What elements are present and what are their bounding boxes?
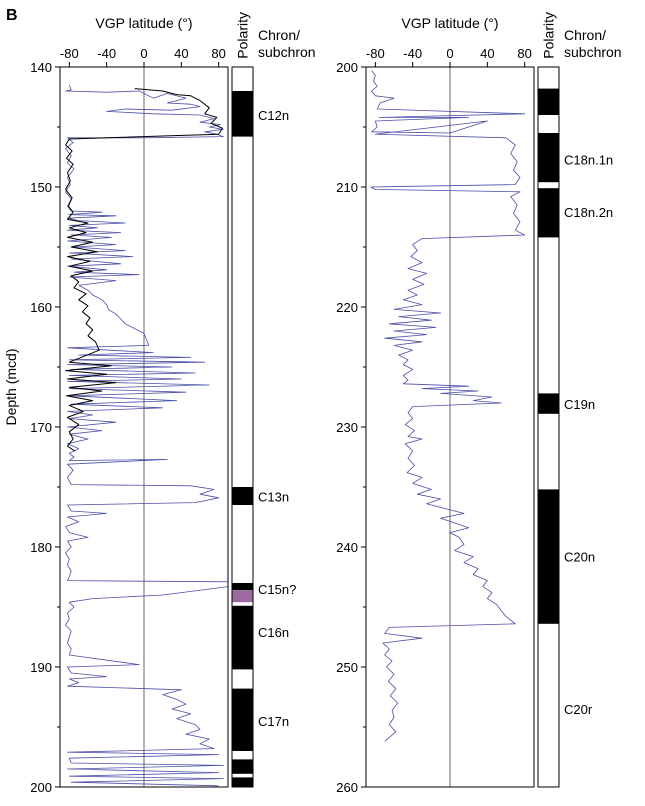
polarity-interval-normal — [232, 759, 253, 774]
x-tick-label: 0 — [446, 46, 453, 61]
chron-label: C20n — [564, 550, 595, 565]
chron-header-line: subchron — [258, 44, 316, 60]
y-tick-label: 170 — [30, 420, 52, 435]
y-tick-label: 230 — [336, 420, 358, 435]
x-tick-label: 80 — [517, 46, 531, 61]
x-tick-label: -80 — [60, 46, 79, 61]
chron-header-line: Chron/ — [258, 27, 300, 43]
vgp-series-2 — [65, 88, 223, 452]
polarity-column-frame — [231, 66, 254, 788]
y-tick-label: 240 — [336, 540, 358, 555]
chron-label: C13n — [258, 490, 289, 505]
vgp-series-1 — [370, 70, 526, 742]
chron-label: C15n? — [258, 582, 296, 597]
chron-label: C17n — [258, 714, 289, 729]
polarity-interval-normal — [232, 487, 253, 505]
vgp-series-1 — [65, 84, 229, 787]
x-axis-title: VGP latitude (°) — [95, 15, 192, 31]
x-tick-label: 40 — [174, 46, 188, 61]
y-tick-label: 140 — [30, 60, 52, 75]
polarity-interval-normal — [232, 605, 253, 670]
polarity-interval-normal — [538, 393, 559, 414]
polarity-interval-normal — [538, 88, 559, 115]
polarity-interval-normal — [232, 777, 253, 787]
x-tick-label: -80 — [366, 46, 385, 61]
y-tick-label: 190 — [30, 660, 52, 675]
polarity-interval-normal — [538, 188, 559, 238]
y-axis-title: Depth (mcd) — [3, 348, 19, 425]
x-axis-title: VGP latitude (°) — [401, 15, 498, 31]
y-tick-label: 260 — [336, 780, 358, 795]
chron-label: C20r — [564, 702, 593, 717]
x-tick-label: -40 — [403, 46, 422, 61]
chart-panel-1: -80 -40 0 40 80 140 150 160 170 180 190 200 VGP lati… — [3, 12, 316, 795]
x-tick-label: 0 — [140, 46, 147, 61]
y-tick-label: 250 — [336, 660, 358, 675]
panel-label: B — [6, 7, 18, 24]
y-tick-label: 200 — [336, 60, 358, 75]
polarity-interval-normal — [232, 583, 253, 591]
chron-header-line: Chron/ — [564, 27, 606, 43]
polarity-interval-uncertain — [232, 590, 253, 603]
polarity-interval-normal — [232, 91, 253, 137]
chron-label: C18n.2n — [564, 205, 613, 220]
y-tick-label: 160 — [30, 300, 52, 315]
chron-label: C18n.1n — [564, 152, 613, 167]
polarity-header: Polarity — [541, 12, 557, 59]
polarity-interval-normal — [232, 688, 253, 751]
polarity-interval-normal — [538, 133, 559, 183]
chron-label: C12n — [258, 108, 289, 123]
x-tick-label: 40 — [480, 46, 494, 61]
chron-header-line: subchron — [564, 44, 622, 60]
y-tick-label: 150 — [30, 180, 52, 195]
y-tick-label: 220 — [336, 300, 358, 315]
polarity-interval-normal — [538, 489, 559, 624]
polarity-column-frame — [537, 66, 560, 788]
chron-label: C16n — [258, 625, 289, 640]
y-tick-label: 200 — [30, 780, 52, 795]
x-tick-label: -40 — [97, 46, 116, 61]
y-tick-label: 180 — [30, 540, 52, 555]
chart-panel-2: -80 -40 0 40 80 200 210 220 230 240 250 260 VGP lati… — [336, 12, 621, 795]
polarity-header: Polarity — [235, 12, 251, 59]
x-tick-label: 80 — [211, 46, 225, 61]
y-tick-label: 210 — [336, 180, 358, 195]
chron-label: C19n — [564, 397, 595, 412]
